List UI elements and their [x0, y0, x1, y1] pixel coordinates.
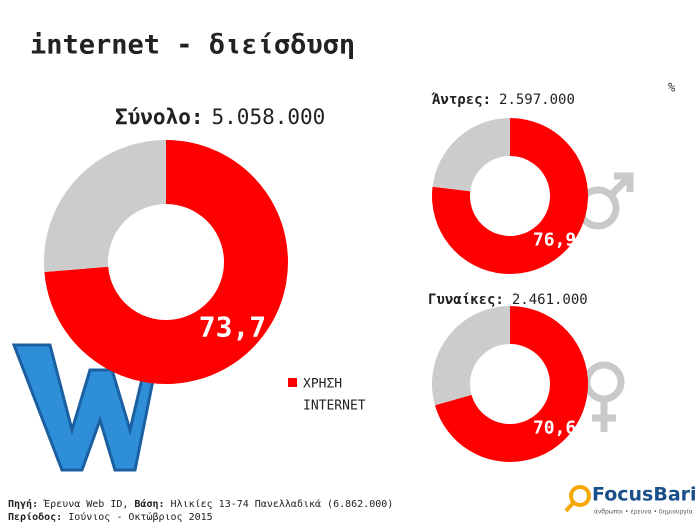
chart-total: 2.597.000 [499, 92, 575, 108]
chart-title: Άντρες: 2.597.000 [431, 92, 575, 108]
source-text: Ιούνιος - Οκτώβριος 2015 [68, 511, 213, 523]
donut-segment [434, 306, 589, 463]
focusbari-logo: FocusBari άνθρωποι • έρευνα • δημιουργία [564, 484, 697, 516]
donut-segment [432, 118, 510, 192]
chart-title: Σύνολο: 5.058.000 [115, 105, 325, 129]
slide-title: internet - διείσδυση [30, 30, 355, 61]
female-symbol [583, 361, 625, 432]
chart-title-label: Άντρες: [431, 92, 491, 108]
source-text: Ηλικίες 13-74 Πανελλαδικά (6.862.000) [171, 498, 394, 510]
value-label: 70,6 [533, 418, 576, 439]
source-line: Περίοδος: Ιούνιος - Οκτώβριος 2015 [8, 511, 213, 523]
value-label: 76,9 [533, 230, 576, 251]
donut-segment [44, 140, 289, 384]
source: Πηγή: Έρευνα Web ID, Βάση: Ηλικίες 13-74 Πα… [8, 498, 393, 523]
legend-swatch [288, 378, 297, 387]
legend-label: INTERNET [303, 399, 366, 414]
source-text: Έρευνα Web ID, [42, 498, 128, 510]
logo-tagline: άνθρωποι • έρευνα • δημιουργία [594, 509, 693, 516]
source-line: Πηγή: Έρευνα Web ID, Βάση: Ηλικίες 13-74 Πα… [8, 498, 393, 510]
donut-segment [432, 118, 588, 274]
source-label: Περίοδος: [8, 511, 62, 523]
logo-name: FocusBari [592, 484, 697, 506]
chart-title: Γυναίκες: 2.461.000 [428, 292, 588, 308]
chart-total: 5.058.000 [212, 105, 326, 129]
unit: % [668, 81, 676, 95]
value-label: 73,7 [199, 310, 266, 343]
chart-total: 2.461.000 [512, 292, 588, 308]
chart-title-label: Γυναίκες: [428, 292, 504, 308]
source-label: Πηγή: [8, 498, 38, 510]
chart-title-label: Σύνολο: [115, 105, 204, 129]
legend-label: ΧΡΗΣΗ [303, 377, 342, 392]
donut-segment [44, 140, 166, 272]
source-label: Βάση: [134, 498, 164, 510]
donut-segment [432, 306, 510, 406]
